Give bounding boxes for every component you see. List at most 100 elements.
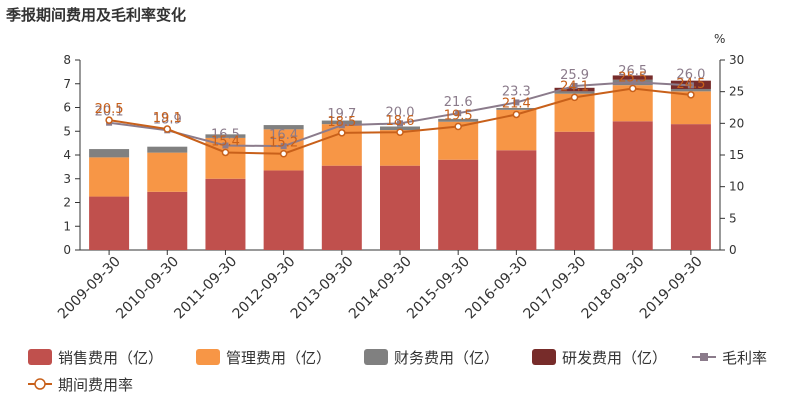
bar-segment: [612, 75, 653, 80]
data-label: 20.5: [95, 102, 124, 117]
data-label: 18.6: [386, 114, 415, 129]
data-label: 16.4: [269, 128, 298, 143]
data-label: 25.9: [560, 68, 589, 83]
data-label: 24.1: [560, 79, 589, 94]
left-tick-label: 1: [63, 219, 71, 233]
data-label: 25.5: [618, 71, 647, 86]
right-tick-label: 15: [729, 148, 744, 162]
data-label: 19.5: [444, 109, 473, 124]
right-axis-unit: %: [714, 32, 725, 46]
line-point: [687, 91, 695, 99]
line-point: [163, 125, 172, 133]
bar-segment: [380, 165, 420, 250]
legend-label: 期间费用率: [58, 376, 133, 394]
bar-segment: [147, 146, 188, 153]
data-label: 21.6: [444, 95, 473, 110]
line-point: [687, 82, 694, 89]
right-tick-label: 30: [729, 53, 744, 67]
line-point: [105, 116, 113, 124]
data-label: 15.2: [269, 136, 298, 151]
bar-segment: [380, 126, 420, 131]
line-point: [280, 143, 287, 150]
data-label: 18.9: [153, 112, 182, 127]
line-point: [570, 93, 579, 102]
right-tick-label: 25: [729, 85, 744, 99]
bar-segment: [496, 150, 537, 250]
bar-segment: [554, 131, 595, 250]
bar-segment: [205, 178, 246, 250]
legend-swatch: [532, 349, 556, 365]
bar-segment: [263, 125, 304, 130]
legend-label: 财务费用（亿）: [394, 349, 499, 367]
legend-label: 管理费用（亿）: [226, 349, 331, 367]
left-tick-label: 7: [63, 77, 71, 91]
bar-segment: [670, 88, 711, 92]
bar-segment: [89, 149, 130, 158]
bar-segment: [496, 107, 537, 110]
legend-marker: [700, 353, 708, 361]
x-tick-label: 2019-09-30: [637, 254, 706, 323]
left-tick-label: 0: [63, 243, 71, 257]
line-point: [221, 148, 230, 157]
legend-label: 毛利率: [722, 349, 767, 367]
left-tick-label: 6: [63, 101, 71, 115]
right-tick-label: 20: [729, 116, 744, 130]
legend-swatch: [364, 349, 388, 365]
left-tick-label: 8: [63, 53, 71, 67]
bar-segment: [438, 118, 479, 122]
data-label: 26.0: [676, 67, 705, 82]
line-point: [338, 129, 346, 137]
data-label: 21.4: [502, 96, 531, 111]
line-point: [628, 84, 637, 93]
left-tick-label: 2: [63, 196, 71, 210]
data-label: 19.1: [153, 111, 182, 126]
line-point: [338, 122, 345, 129]
bar-segment: [380, 130, 420, 166]
bar-segment: [438, 159, 479, 250]
data-label: 16.5: [211, 128, 240, 143]
bar-segment: [554, 91, 595, 94]
bar-segment: [321, 165, 362, 250]
right-tick-label: 0: [729, 243, 737, 257]
data-label: 20.0: [386, 105, 415, 120]
chart-title: 季报期间费用及毛利率变化: [6, 6, 187, 24]
left-tick-label: 3: [63, 172, 71, 186]
legend-label: 研发费用（亿）: [562, 349, 667, 367]
left-tick-label: 4: [63, 148, 71, 162]
bar-segment: [89, 196, 130, 250]
bar-segment: [670, 124, 711, 250]
data-label: 24.5: [676, 77, 705, 92]
data-label: 26.5: [618, 64, 647, 79]
data-label: 15.4: [211, 134, 240, 149]
line-point: [455, 110, 462, 117]
data-label: 23.3: [502, 84, 531, 99]
line-point: [629, 79, 636, 86]
legend-marker: [34, 378, 46, 390]
data-label: 20.1: [95, 105, 124, 120]
line-point: [571, 82, 578, 89]
line-point: [512, 110, 521, 119]
bar-segment: [147, 152, 188, 192]
left-tick-label: 5: [63, 124, 71, 138]
data-label: 19.7: [327, 107, 356, 122]
right-tick-label: 5: [729, 211, 737, 225]
legend-label: 销售费用（亿）: [58, 349, 163, 367]
line-point: [396, 128, 404, 136]
bar-segment: [612, 121, 653, 251]
bar-segment: [263, 170, 304, 250]
line-point: [397, 120, 403, 127]
right-tick-label: 10: [729, 180, 744, 194]
bar-segment: [205, 134, 246, 138]
bar-segment: [554, 87, 595, 92]
bar-segment: [89, 157, 130, 197]
line-point: [222, 142, 229, 149]
line-point: [454, 122, 462, 131]
data-label: 18.5: [327, 115, 356, 130]
bar-segment: [147, 191, 188, 250]
legend-swatch: [196, 349, 220, 365]
legend-swatch: [28, 349, 52, 365]
line-point: [513, 99, 520, 106]
line-point: [279, 149, 288, 158]
